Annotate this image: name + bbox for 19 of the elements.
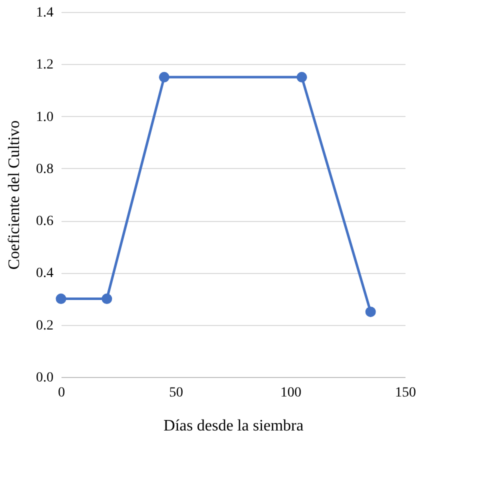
point — [158, 72, 170, 82]
point — [102, 294, 112, 304]
y-tick-label: 1.2 — [36, 58, 54, 73]
y-tick-label: 0.2 — [36, 318, 54, 334]
y-axis-title: Coeficiente del Cultivo — [6, 120, 23, 270]
x-tick-label: 100 — [280, 386, 302, 400]
y-tick-label: 0.0 — [36, 370, 54, 386]
y-tick-label: 1.4 — [36, 6, 54, 20]
x-axis-title: Días desde la siembra — [164, 418, 304, 434]
point — [296, 72, 308, 82]
y-tick-label: 0.6 — [36, 214, 54, 230]
x-tick-label: 50 — [169, 386, 184, 400]
x-tick-label: 0 — [58, 386, 65, 400]
y-tick-label: 1.0 — [36, 110, 54, 125]
x-tick-label: 150 — [395, 386, 416, 400]
point — [365, 306, 376, 318]
y-tick-label: 0.4 — [36, 266, 54, 282]
point — [56, 294, 66, 304]
y-tick-label: 0.8 — [36, 162, 54, 177]
